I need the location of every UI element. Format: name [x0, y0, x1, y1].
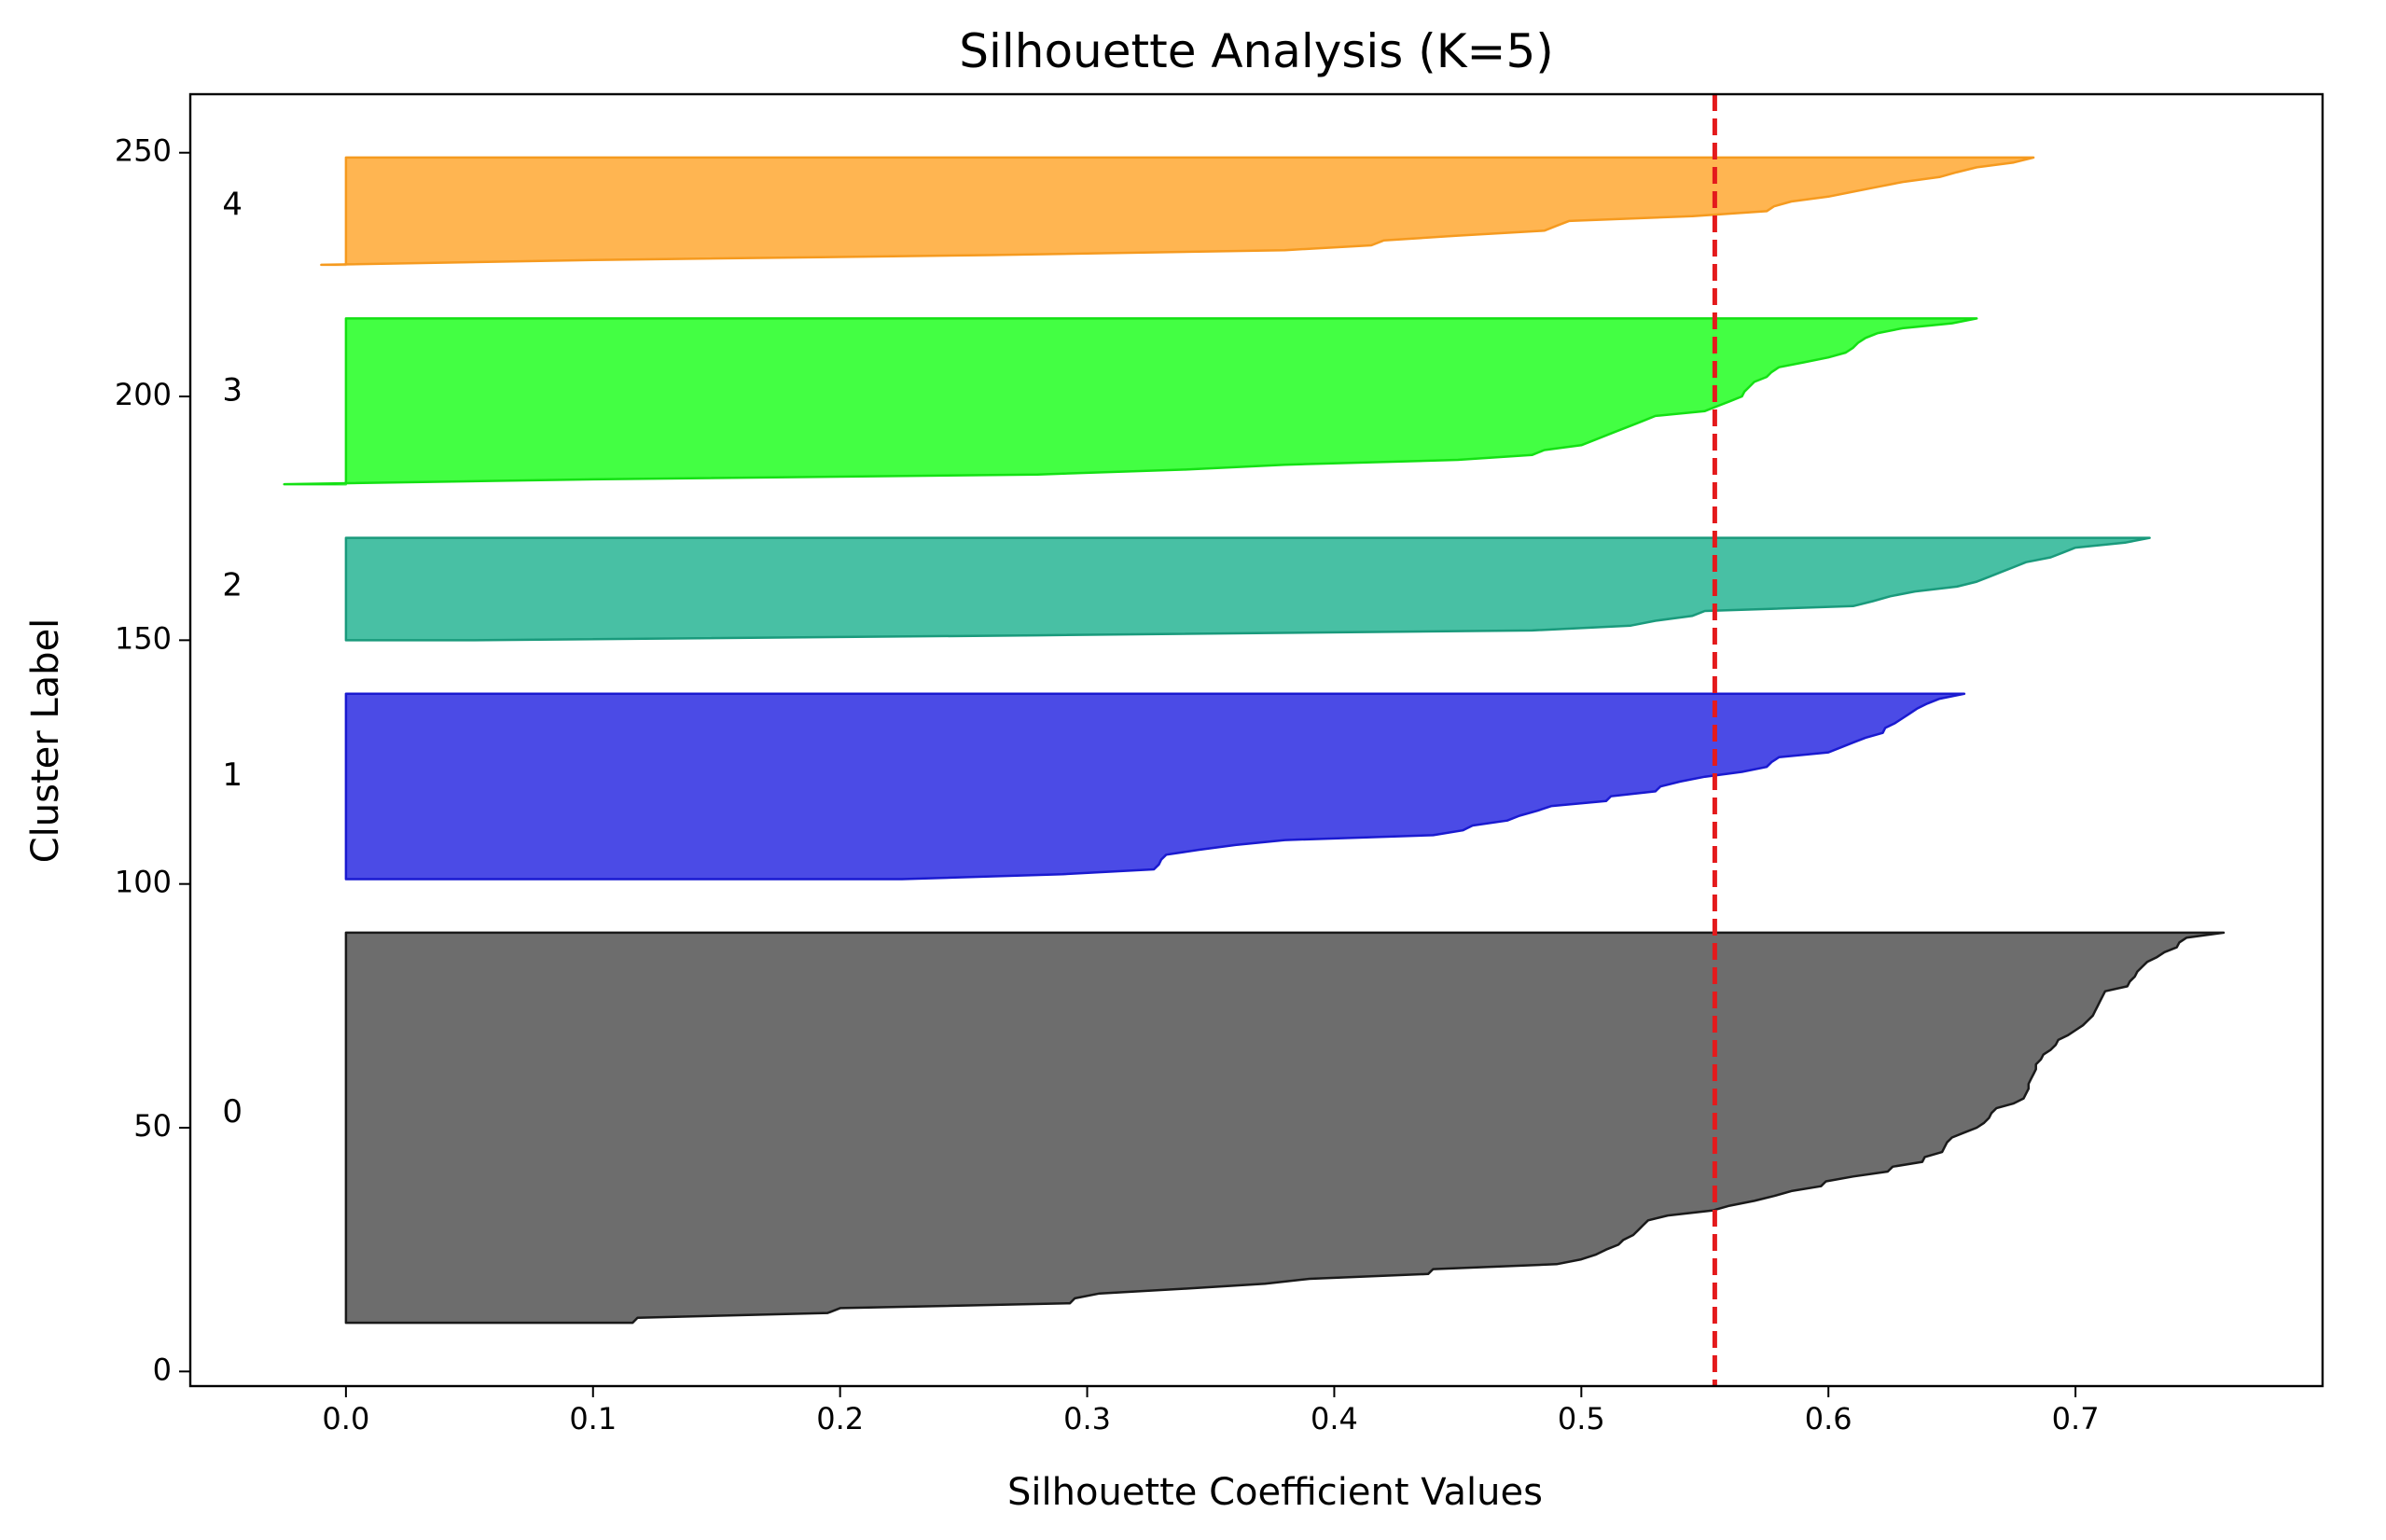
y-axis-title: Cluster Label [24, 618, 67, 864]
cluster-label-4: 4 [222, 187, 243, 224]
silhouette-cluster-3 [283, 317, 1978, 486]
y-tick-label: 250 [115, 133, 172, 169]
axes-frame [188, 92, 2324, 1388]
chart-title: Silhouette Analysis (K=5) [959, 24, 1554, 78]
y-tick-label: 0 [153, 1352, 172, 1387]
cluster-label-0: 0 [222, 1093, 243, 1131]
silhouette-cluster-0 [344, 931, 2226, 1325]
y-tick-label: 100 [115, 865, 172, 900]
x-tick-label: 0.7 [2052, 1401, 2100, 1436]
x-tick-label: 0.4 [1311, 1401, 1358, 1436]
x-tick-label: 0.3 [1063, 1401, 1111, 1436]
silhouette-cluster-1 [344, 692, 1966, 881]
cluster-label-3: 3 [222, 371, 243, 409]
x-tick-label: 0.5 [1558, 1401, 1605, 1436]
x-tick-label: 0.2 [816, 1401, 864, 1436]
cluster-label-2: 2 [222, 566, 243, 604]
x-tick-label: 0.6 [1805, 1401, 1852, 1436]
silhouette-cluster-4 [320, 156, 2035, 267]
silhouette-cluster-2 [344, 536, 2151, 642]
x-tick-label: 0.0 [322, 1401, 369, 1436]
x-axis-ticks: 0.0 0.1 0.2 0.3 0.4 0.5 0.6 0.7 [322, 1386, 2100, 1436]
y-tick-label: 50 [133, 1108, 172, 1144]
y-tick-label: 150 [115, 620, 172, 656]
x-tick-label: 0.1 [569, 1401, 617, 1436]
cluster-label-1: 1 [222, 756, 243, 794]
x-axis-title: Silhouette Coefficient Values [1007, 1471, 1543, 1514]
plot-area: 0 1 2 3 4 [222, 94, 2226, 1386]
y-axis-ticks: 0 50 100 150 200 250 [115, 133, 190, 1387]
y-tick-label: 200 [115, 377, 172, 412]
